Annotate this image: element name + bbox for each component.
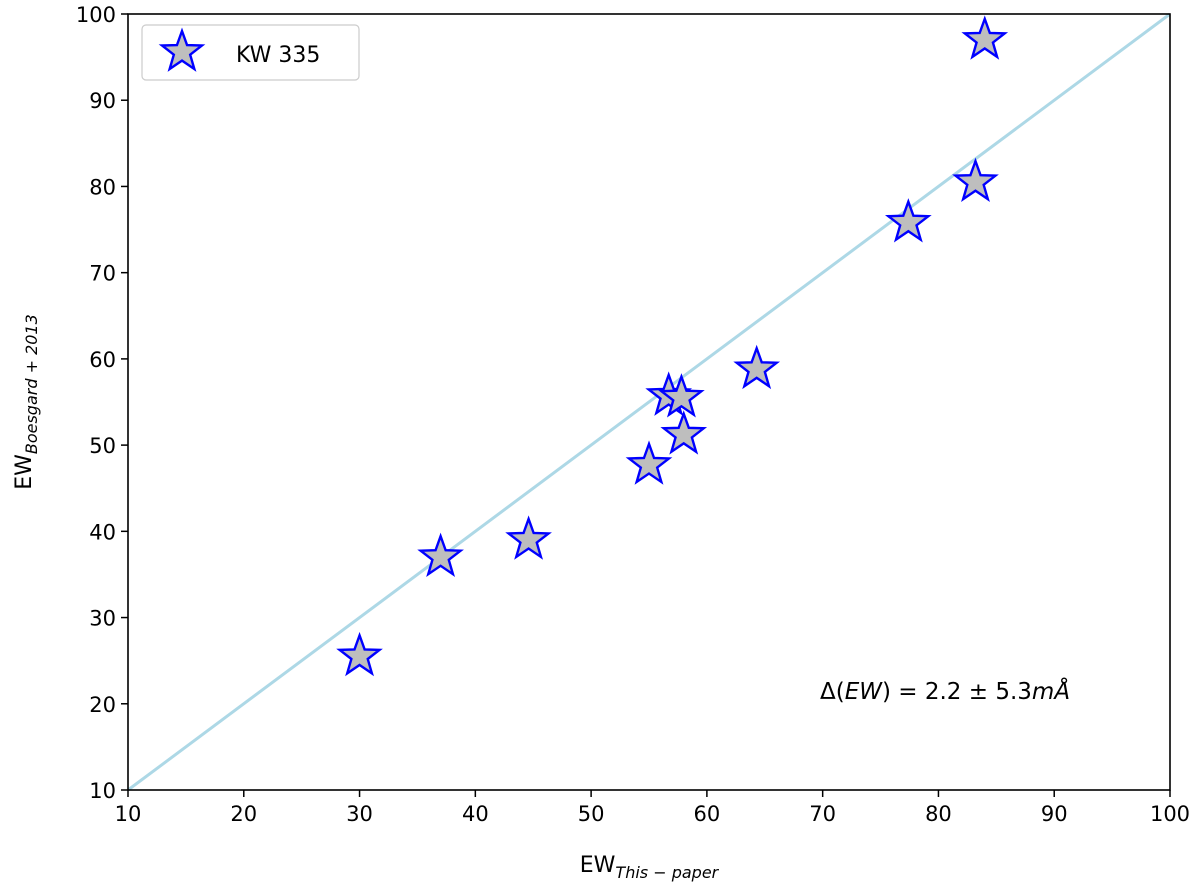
y-tick-label: 60 bbox=[89, 348, 116, 372]
x-axis-label: EWThis − paper bbox=[580, 853, 720, 882]
data-point-star-3 bbox=[505, 515, 552, 560]
data-point-star-11 bbox=[961, 15, 1009, 60]
data-point-star-7 bbox=[660, 410, 708, 455]
reference-line-layer bbox=[127, 12, 1171, 792]
x-tick-label: 100 bbox=[1150, 802, 1190, 826]
x-tick-label: 70 bbox=[809, 802, 836, 826]
y-tick-label: 100 bbox=[76, 3, 116, 27]
marker-layer bbox=[336, 15, 1009, 677]
y-tick-label: 70 bbox=[89, 262, 116, 286]
data-point-star-4 bbox=[625, 440, 673, 485]
x-tick-label: 80 bbox=[925, 802, 952, 826]
y-tick-label: 90 bbox=[89, 89, 116, 113]
data-point-star-10 bbox=[952, 157, 999, 202]
y-tick-label: 30 bbox=[89, 607, 116, 631]
data-point-star-1 bbox=[336, 631, 383, 677]
y-tick-label: 50 bbox=[89, 434, 116, 458]
legend-box bbox=[141, 24, 360, 81]
legend: KW 335 bbox=[141, 24, 360, 81]
legend-star-icon bbox=[158, 27, 206, 72]
data-point-star-6 bbox=[658, 373, 705, 418]
data-point-star-9 bbox=[885, 198, 932, 243]
plot-area-frame bbox=[127, 13, 1171, 791]
x-tick-label: 50 bbox=[578, 802, 605, 826]
data-point-star-2 bbox=[417, 532, 464, 578]
y-tick-label: 20 bbox=[89, 693, 116, 717]
delta-ew-annotation: Δ(EW) = 2.2 ± 5.3mÅ bbox=[820, 677, 1070, 705]
x-axis-ticks: 10 20 30 40 50 60 70 80 90 100 bbox=[115, 790, 1190, 826]
x-tick-label: 20 bbox=[230, 802, 257, 826]
y-axis-label: EWBoesgard + 2013 bbox=[12, 314, 41, 490]
legend-label: KW 335 bbox=[236, 43, 320, 68]
x-tick-label: 10 bbox=[115, 802, 142, 826]
y-axis-ticks: 10 20 30 40 50 60 70 80 90 100 bbox=[76, 3, 128, 803]
y-tick-label: 40 bbox=[89, 520, 116, 544]
legend-star-shape bbox=[158, 27, 206, 72]
x-tick-label: 30 bbox=[346, 802, 373, 826]
data-point-star-8 bbox=[733, 344, 781, 390]
y-tick-label: 80 bbox=[89, 175, 116, 199]
x-tick-label: 60 bbox=[694, 802, 721, 826]
x-tick-label: 40 bbox=[462, 802, 489, 826]
x-tick-label: 90 bbox=[1041, 802, 1068, 826]
identity-line bbox=[127, 12, 1171, 792]
y-tick-label: 10 bbox=[89, 779, 116, 803]
